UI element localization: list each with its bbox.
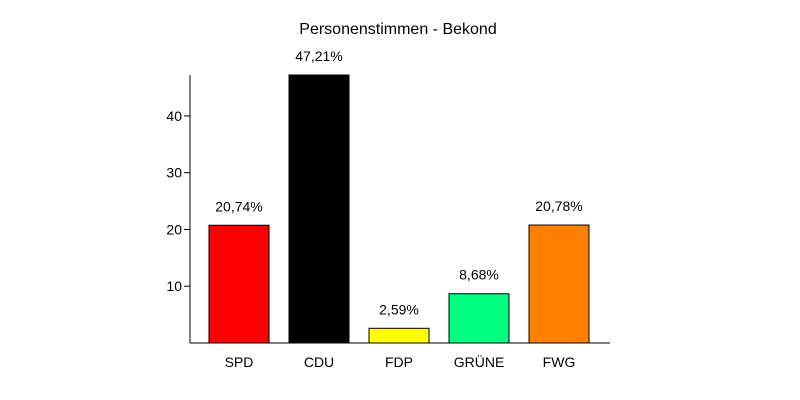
y-tick-label: 40 bbox=[166, 108, 182, 124]
data-label: 20,74% bbox=[215, 198, 262, 214]
data-label: 2,59% bbox=[379, 301, 419, 317]
category-label: SPD bbox=[225, 354, 254, 370]
y-tick-label: 30 bbox=[166, 165, 182, 181]
y-tick-label: 20 bbox=[166, 221, 182, 237]
y-tick-label: 10 bbox=[166, 278, 182, 294]
data-label: 20,78% bbox=[535, 198, 582, 214]
category-label: FWG bbox=[543, 354, 576, 370]
bar-spd bbox=[208, 224, 270, 344]
data-label: 8,68% bbox=[459, 267, 499, 283]
category-label: FDP bbox=[385, 354, 413, 370]
bar-cdu bbox=[288, 74, 350, 344]
bar-fdp bbox=[368, 327, 430, 344]
bar-fwg bbox=[528, 224, 590, 344]
chart-title: Personenstimmen - Bekond bbox=[299, 21, 496, 38]
category-label: CDU bbox=[304, 354, 334, 370]
category-labels: SPD CDU FDP GRÜNE FWG bbox=[225, 353, 576, 370]
data-label: 47,21% bbox=[295, 48, 342, 64]
y-axis-ticks: 10 20 30 40 bbox=[166, 108, 190, 294]
bar-grüne bbox=[448, 293, 510, 344]
category-label: GRÜNE bbox=[454, 353, 505, 370]
data-labels: 20,74% 47,21% 2,59% 8,68% 20,78% bbox=[215, 48, 582, 317]
